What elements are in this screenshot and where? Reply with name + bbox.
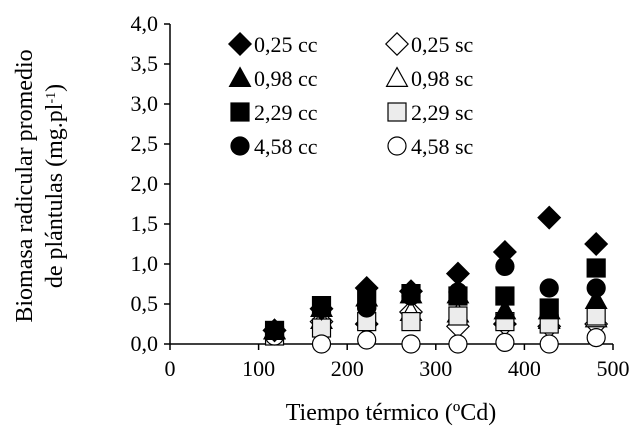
x-axis-ticks: 0 100 200 300 400 500 bbox=[165, 344, 630, 381]
point-4-58-cc-3 bbox=[401, 286, 421, 306]
y-axis-title-line2: de plántulas (mg.pl-1) bbox=[42, 84, 68, 288]
legend-label-0-98-cc: 0,98 cc bbox=[254, 66, 318, 91]
legend-label-4-58-sc: 4,58 sc bbox=[411, 134, 474, 159]
point-4-58-cc-7 bbox=[586, 278, 606, 298]
legend-marker-4-58-cc bbox=[230, 136, 250, 156]
point-0-25-cc-7 bbox=[584, 231, 609, 257]
point-0-98-cc-7 bbox=[584, 288, 608, 309]
y-tick-label: 2,5 bbox=[131, 131, 159, 156]
point-4-58-cc-0 bbox=[264, 320, 285, 340]
x-tick-label: 200 bbox=[331, 356, 364, 381]
point-4-58-cc-5 bbox=[495, 256, 515, 276]
y-tick-label: 0,5 bbox=[131, 291, 159, 316]
x-tick-label: 300 bbox=[419, 356, 452, 381]
point-4-58-sc-5 bbox=[495, 332, 515, 352]
point-2-29-sc-4 bbox=[448, 306, 468, 326]
point-0-25-cc-6 bbox=[537, 205, 562, 230]
data-points bbox=[262, 205, 609, 354]
legend-marker-4-58-sc bbox=[387, 136, 407, 156]
point-4-58-sc-3 bbox=[401, 334, 421, 354]
point-2-29-cc-7 bbox=[586, 258, 606, 278]
legend-label-0-98-sc: 0,98 sc bbox=[411, 66, 474, 91]
legend-label-2-29-cc: 2,29 cc bbox=[254, 100, 318, 125]
point-2-29-cc-5 bbox=[495, 286, 515, 306]
point-4-58-sc-7 bbox=[586, 328, 606, 348]
legend-marker-0-98-cc bbox=[228, 66, 252, 87]
x-tick-label: 0 bbox=[165, 356, 176, 381]
legend-marker-0-25-cc bbox=[227, 31, 253, 57]
point-4-58-sc-6 bbox=[539, 334, 559, 354]
y-tick-label: 1,0 bbox=[131, 251, 159, 276]
x-axis-title: Tiempo térmico (ºCd) bbox=[286, 400, 497, 426]
y-tick-label: 1,5 bbox=[131, 211, 159, 236]
y-tick-label: 2,0 bbox=[131, 171, 159, 196]
legend-label-0-25-sc: 0,25 sc bbox=[411, 32, 474, 57]
point-4-58-sc-4 bbox=[448, 334, 468, 354]
point-4-58-cc-4 bbox=[448, 282, 468, 302]
y-tick-label: 3,0 bbox=[131, 91, 159, 116]
y-axis-ticks: 0,0 0,5 1,0 1,5 2,0 2,5 3,0 3,5 4,0 bbox=[131, 11, 170, 356]
point-2-29-sc-3 bbox=[401, 312, 421, 332]
x-tick-label: 400 bbox=[508, 356, 541, 381]
point-4-58-sc-2 bbox=[357, 330, 377, 350]
y-axis-title: Biomasa radicular promedio de plántulas … bbox=[12, 49, 68, 322]
point-4-58-cc-2 bbox=[357, 298, 377, 318]
legend-label-0-25-cc: 0,25 cc bbox=[254, 32, 318, 57]
legend-label-2-29-sc: 2,29 sc bbox=[411, 100, 474, 125]
legend-marker-2-29-cc bbox=[230, 102, 250, 122]
point-2-29-sc-7 bbox=[586, 306, 606, 326]
y-tick-label: 0,0 bbox=[131, 331, 159, 356]
point-4-58-sc-1 bbox=[311, 334, 332, 354]
y-axis-title-line2-base: de plántulas (mg.pl bbox=[42, 103, 68, 288]
point-2-29-sc-1 bbox=[311, 318, 332, 338]
legend-marker-0-25-sc bbox=[384, 31, 410, 57]
point-0-25-cc-4 bbox=[445, 261, 470, 286]
y-axis-title-line2-end: ) bbox=[42, 84, 68, 92]
legend-marker-0-98-sc bbox=[385, 66, 409, 87]
y-tick-label: 3,5 bbox=[131, 51, 159, 76]
x-tick-label: 500 bbox=[597, 356, 630, 381]
legend: 0,25 cc 0,25 sc 0,98 cc 0,98 sc 2,29 cc 2,29 … bbox=[227, 31, 474, 159]
x-tick-label: 100 bbox=[242, 356, 275, 381]
y-axis-title-line1: Biomasa radicular promedio bbox=[12, 49, 38, 322]
legend-marker-2-29-sc bbox=[387, 102, 407, 122]
y-axis-title-line2-sup: -1 bbox=[44, 92, 59, 104]
point-2-29-cc-6 bbox=[539, 298, 559, 318]
point-0-98-cc-5 bbox=[493, 298, 517, 320]
y-tick-label: 4,0 bbox=[131, 11, 159, 36]
point-4-58-cc-1 bbox=[311, 298, 332, 318]
point-4-58-cc-6 bbox=[539, 278, 559, 298]
legend-label-4-58-cc: 4,58 cc bbox=[254, 134, 318, 159]
